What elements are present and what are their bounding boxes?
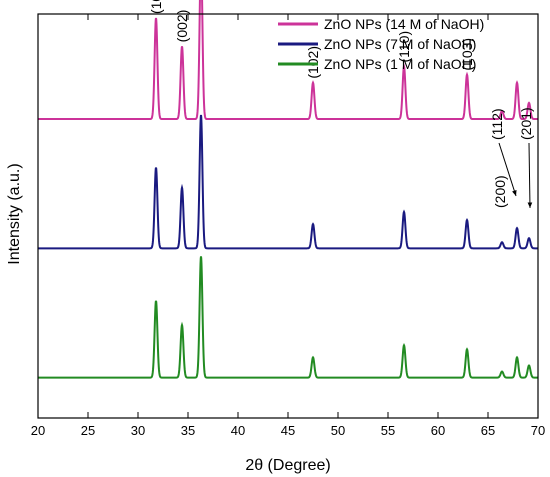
x-tick-label: 30 <box>131 423 145 438</box>
legend-label: ZnO NPs (14 M of NaOH) <box>324 16 484 32</box>
y-axis-label: Intensity (a.u.) <box>6 163 23 264</box>
annotation-arrow <box>498 142 517 197</box>
series-line-0 <box>38 0 538 121</box>
legend-label: ZnO NPs (7 M of NaOH) <box>324 36 476 52</box>
x-tick-label: 35 <box>181 423 195 438</box>
x-tick-label: 45 <box>281 423 295 438</box>
x-axis-label: 2θ (Degree) <box>245 457 330 474</box>
x-tick-label: 70 <box>531 423 545 438</box>
x-tick-label: 40 <box>231 423 245 438</box>
legend: ZnO NPs (14 M of NaOH) ZnO NPs (7 M of Na… <box>278 16 484 72</box>
x-tick-label: 20 <box>31 423 45 438</box>
axis-layer: 20 25 30 35 40 45 50 55 60 65 70 <box>31 13 545 438</box>
x-tick-label: 55 <box>381 423 395 438</box>
x-tick-label: 50 <box>331 423 345 438</box>
legend-label: ZnO NPs (1 M of NaOH) <box>324 56 476 72</box>
annotation-arrowhead <box>527 202 533 208</box>
peak-label: (102) <box>305 46 321 79</box>
peak-label: (110) <box>396 31 412 63</box>
annotation-arrowhead <box>512 190 517 196</box>
peak-label: (100) <box>148 0 164 14</box>
series-line-1 <box>38 114 538 250</box>
series-layer <box>38 0 538 379</box>
x-tick-label: 25 <box>81 423 95 438</box>
x-tick-label: 60 <box>431 423 445 438</box>
peak-label: (201) <box>518 107 534 140</box>
peak-label: (002) <box>174 10 190 43</box>
plot-frame <box>37 13 539 419</box>
peak-label: (112) <box>489 108 505 140</box>
annotation-layer: (100)(002)(101)(102)(110)(103)(200)(112)… <box>148 0 534 209</box>
x-tick-label: 65 <box>481 423 495 438</box>
series-line-2 <box>38 256 538 379</box>
peak-label: (103) <box>459 38 475 71</box>
peak-label: (200) <box>492 175 508 208</box>
annotation-arrow <box>528 142 531 209</box>
